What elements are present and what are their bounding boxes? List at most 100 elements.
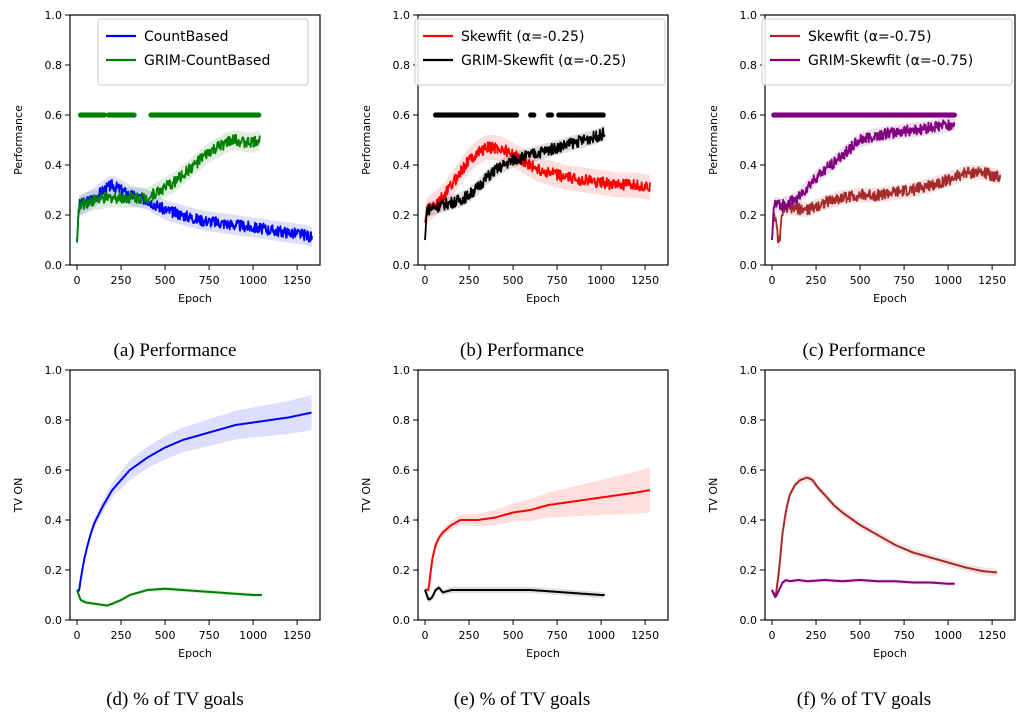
x-tick-label: 1000 (587, 274, 615, 287)
x-tick-label: 1000 (934, 629, 962, 642)
legend-entry: GRIM-Skewfit (α=-0.25) (461, 53, 626, 69)
y-tick-label: 0.2 (45, 564, 63, 577)
goal-marker (256, 112, 262, 118)
x-tick-label: 1250 (631, 274, 659, 287)
x-tick-label: 250 (806, 274, 827, 287)
y-tick-label: 0.4 (740, 159, 758, 172)
x-tick-label: 1250 (978, 274, 1006, 287)
series-band (425, 467, 650, 593)
goal-marker (600, 112, 606, 118)
y-axis-label: Performance (707, 105, 720, 175)
plot-area (76, 112, 313, 253)
series-line (771, 119, 956, 241)
y-tick-label: 0.8 (740, 59, 758, 72)
x-axis-label: Epoch (873, 647, 907, 660)
x-tick-label: 500 (155, 274, 176, 287)
x-tick-label: 500 (850, 629, 871, 642)
y-tick-label: 0.0 (393, 259, 411, 272)
x-tick-label: 250 (459, 629, 480, 642)
panel-caption: (a) Performance (114, 340, 237, 361)
panel-caption: (f) % of TV goals (797, 689, 931, 710)
y-tick-label: 0.0 (740, 259, 758, 272)
goal-marker (101, 112, 107, 118)
y-tick-label: 0.4 (45, 514, 63, 527)
y-tick-label: 0.6 (393, 109, 411, 122)
x-tick-label: 1000 (934, 274, 962, 287)
plot-area (771, 473, 998, 601)
y-tick-label: 0.8 (393, 414, 411, 427)
x-tick-label: 750 (547, 629, 568, 642)
series-line (76, 587, 262, 607)
y-tick-label: 1.0 (45, 9, 63, 22)
axes-frame (417, 14, 669, 266)
plot-area (424, 112, 651, 248)
x-tick-label: 1250 (978, 629, 1006, 642)
legend-entry: Skewfit (α=-0.25) (461, 29, 584, 45)
x-tick-label: 1000 (239, 274, 267, 287)
x-tick-label: 750 (199, 629, 220, 642)
y-tick-label: 0.6 (393, 464, 411, 477)
plot-area (424, 467, 651, 603)
y-axis-label: TV ON (707, 478, 720, 514)
series-band (772, 473, 997, 601)
y-tick-label: 0.2 (45, 209, 63, 222)
axes-frame (764, 369, 1016, 621)
x-tick-label: 1250 (631, 629, 659, 642)
panel-caption: (d) % of TV goals (106, 689, 244, 710)
plot-area (771, 112, 1002, 252)
x-tick-label: 250 (111, 274, 132, 287)
x-tick-label: 1250 (283, 629, 311, 642)
x-axis-label: Epoch (178, 292, 212, 305)
legend-entry: CountBased (144, 29, 229, 45)
y-tick-label: 0.6 (45, 464, 63, 477)
x-axis-label: Epoch (873, 292, 907, 305)
series-band (77, 395, 312, 595)
series-line (424, 127, 606, 241)
x-axis-label: Epoch (526, 647, 560, 660)
x-axis-label: Epoch (526, 292, 560, 305)
y-tick-label: 0.2 (393, 564, 411, 577)
y-tick-label: 0.0 (45, 614, 63, 627)
chart-panel-c: 0 250 500 750 1000 1250 0.0 0.2 0.4 0.6 0.8 1.0 Epoc… (707, 9, 1016, 361)
y-tick-label: 0.0 (393, 614, 411, 627)
series-line (76, 179, 313, 243)
chart-panel-f: 0 250 500 750 1000 1250 0.0 0.2 0.4 0.6 0.8 1.0 Epoc… (707, 364, 1016, 710)
legend-entry: Skewfit (α=-0.75) (808, 29, 931, 45)
axes-frame (764, 14, 1016, 266)
x-tick-label: 750 (894, 274, 915, 287)
x-tick-label: 500 (503, 629, 524, 642)
y-axis-label: TV ON (12, 478, 25, 514)
series-band (77, 130, 260, 253)
series-line (424, 586, 605, 601)
legend-box (97, 18, 309, 86)
y-tick-label: 0.8 (45, 414, 63, 427)
x-tick-label: 750 (547, 274, 568, 287)
chart-panel-e: 0 250 500 750 1000 1250 0.0 0.2 0.4 0.6 0.8 1.0 Epoc… (360, 364, 669, 710)
y-tick-label: 0.4 (45, 159, 63, 172)
x-tick-label: 0 (74, 629, 81, 642)
series-line (771, 166, 1002, 244)
x-tick-label: 0 (769, 629, 776, 642)
y-tick-label: 0.8 (740, 414, 758, 427)
y-tick-label: 0.2 (393, 209, 411, 222)
plot-area (76, 395, 312, 608)
y-axis-label: TV ON (360, 478, 373, 514)
y-tick-label: 0.6 (740, 109, 758, 122)
series-band (425, 135, 650, 235)
chart-panel-a: 0 250 500 750 1000 1250 0.0 0.2 0.4 0.6 0.8 1.0 Epoc… (12, 9, 321, 361)
x-tick-label: 0 (769, 274, 776, 287)
goal-marker (531, 112, 537, 118)
x-tick-label: 250 (459, 274, 480, 287)
axes-frame (69, 369, 321, 621)
x-axis-label: Epoch (178, 647, 212, 660)
y-tick-label: 0.8 (393, 59, 411, 72)
legend: CountBased GRIM-CountBased (97, 18, 309, 86)
x-tick-label: 250 (111, 629, 132, 642)
goal-marker (131, 112, 137, 118)
y-tick-label: 0.8 (45, 59, 63, 72)
series-line (76, 134, 261, 243)
legend-entry: GRIM-Skewfit (α=-0.75) (808, 53, 973, 69)
series-line (425, 489, 651, 591)
y-tick-label: 0.0 (740, 614, 758, 627)
